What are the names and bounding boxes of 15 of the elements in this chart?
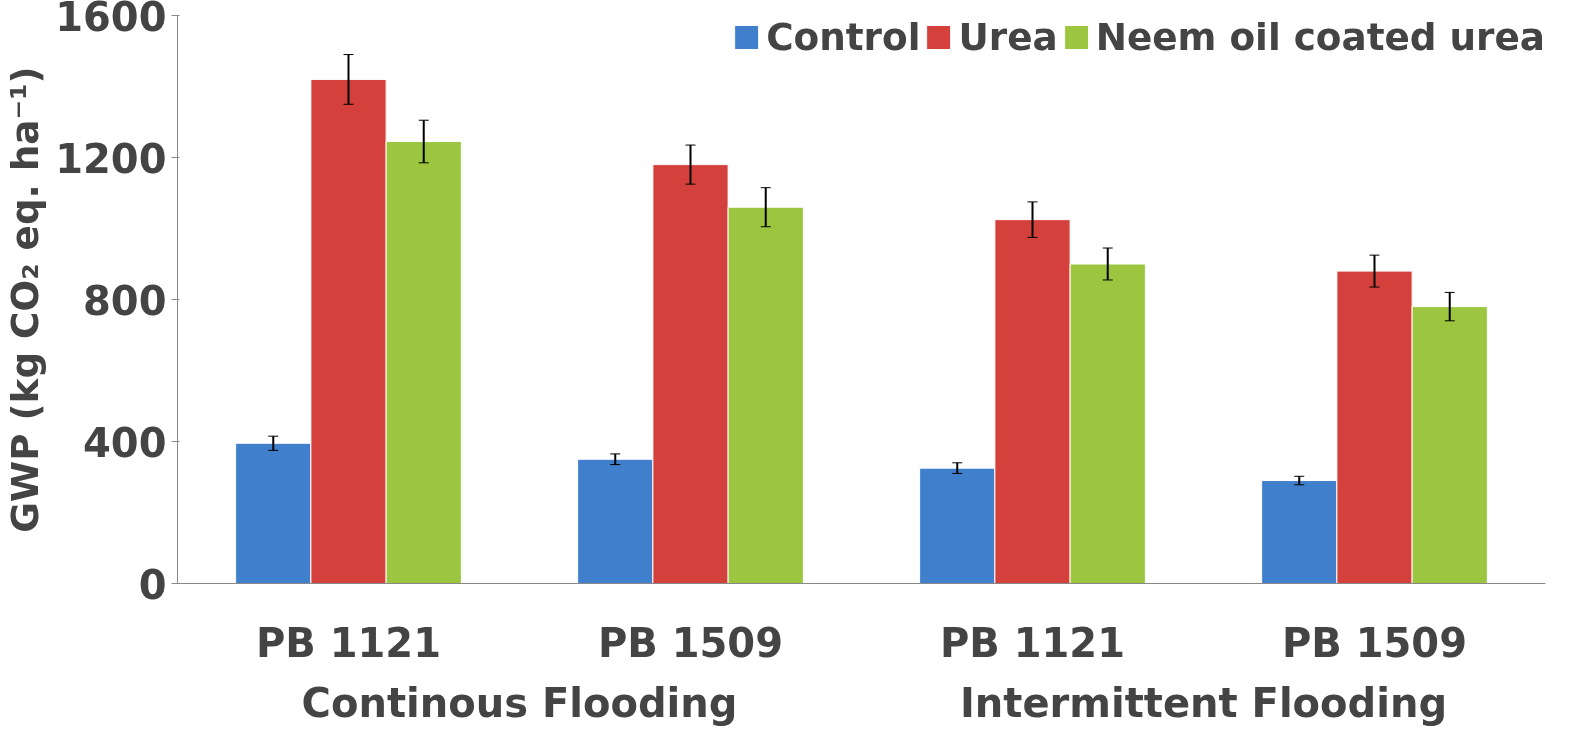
x-tick-label: PB 1121 — [255, 619, 442, 666]
x-tick-label: PB 1121 — [939, 619, 1126, 666]
y-tick-label: 800 — [83, 277, 167, 324]
legend-label: Neem oil coated urea — [1095, 15, 1545, 59]
y-tick-label: 0 — [138, 561, 167, 608]
text: Continous Flooding — [301, 679, 738, 726]
x-tick-label: PB 1509 — [1281, 619, 1468, 666]
y-tick-label: 400 — [83, 419, 167, 466]
legend-label: Urea — [958, 15, 1058, 59]
y-tick-label: 1600 — [55, 0, 167, 40]
text: Intermittent Flooding — [959, 679, 1448, 726]
y-axis-title: GWP (kg CO₂ eq. ha⁻¹) — [3, 66, 48, 533]
x-tick-label: PB 1509 — [597, 619, 784, 666]
y-tick-label: 1200 — [55, 135, 167, 182]
legend-label: Control — [766, 15, 921, 59]
